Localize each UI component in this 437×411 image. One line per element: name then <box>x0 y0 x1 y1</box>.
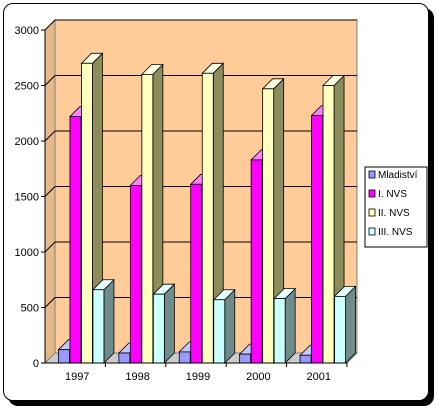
gridline-side <box>44 19 56 31</box>
bar <box>91 278 115 364</box>
legend: Mladiství I. NVS II. NVS III. NVS <box>364 166 428 248</box>
bar-front <box>311 115 323 364</box>
y-tick-label: 2500 <box>15 81 39 93</box>
legend-swatch <box>368 170 376 179</box>
y-tick-label: 3000 <box>15 25 39 37</box>
legend-label: III. NVS <box>378 227 413 238</box>
bar <box>273 287 297 364</box>
bar-front <box>239 353 252 364</box>
gridline-side <box>44 130 56 142</box>
legend-label: Mladiství <box>378 170 418 181</box>
gridline-side <box>44 186 56 197</box>
bar-side <box>103 278 115 364</box>
bar-front <box>141 74 154 364</box>
bar-front <box>250 159 263 364</box>
legend-swatch <box>368 189 376 198</box>
x-tick-label: 1997 <box>65 371 89 383</box>
bar <box>212 288 236 364</box>
gridline-side <box>44 297 56 308</box>
bar-front <box>178 351 191 364</box>
bars <box>57 52 357 364</box>
y-tick-label: 2000 <box>15 136 39 148</box>
x-tick-label: 2001 <box>307 371 331 383</box>
bar <box>333 285 357 364</box>
bar-front <box>92 289 105 364</box>
gridline-side <box>44 241 56 253</box>
bar-front <box>213 299 226 364</box>
bar-front <box>118 352 131 364</box>
bar-front <box>322 85 335 364</box>
legend-swatch <box>368 227 376 236</box>
bar <box>152 283 176 364</box>
bar-front <box>299 354 312 364</box>
bar-front <box>201 72 214 364</box>
bar-front <box>69 116 82 364</box>
bar-front <box>152 293 165 364</box>
bar <box>322 74 346 364</box>
bar-side <box>163 283 175 364</box>
bar-side <box>224 288 236 364</box>
legend-label: I. NVS <box>378 189 407 200</box>
y-axis: 0 500 1000 1500 2000 2500 3000 <box>15 25 46 370</box>
bar-side <box>284 287 296 364</box>
legend-label: II. NVS <box>378 208 410 219</box>
y-tick-label: 0 <box>33 358 39 370</box>
bar-front <box>129 184 142 364</box>
legend-swatch <box>368 208 376 217</box>
x-tick-label: 1999 <box>186 371 210 383</box>
y-tick-label: 1000 <box>15 247 39 259</box>
bar-front <box>273 298 286 364</box>
y-tick-label: 500 <box>21 303 39 315</box>
bar-front <box>190 183 203 364</box>
bar-side <box>345 285 356 364</box>
bar-front <box>81 62 93 364</box>
gridline-side <box>44 75 56 86</box>
y-tick-label: 1500 <box>15 192 39 204</box>
bar-front <box>58 349 70 364</box>
bar-front <box>262 88 275 364</box>
x-axis: 1997 1998 1999 2000 2001 <box>45 362 348 383</box>
x-tick-label: 1998 <box>125 371 149 383</box>
x-tick-label: 2000 <box>246 371 270 383</box>
bar-front <box>334 295 346 364</box>
